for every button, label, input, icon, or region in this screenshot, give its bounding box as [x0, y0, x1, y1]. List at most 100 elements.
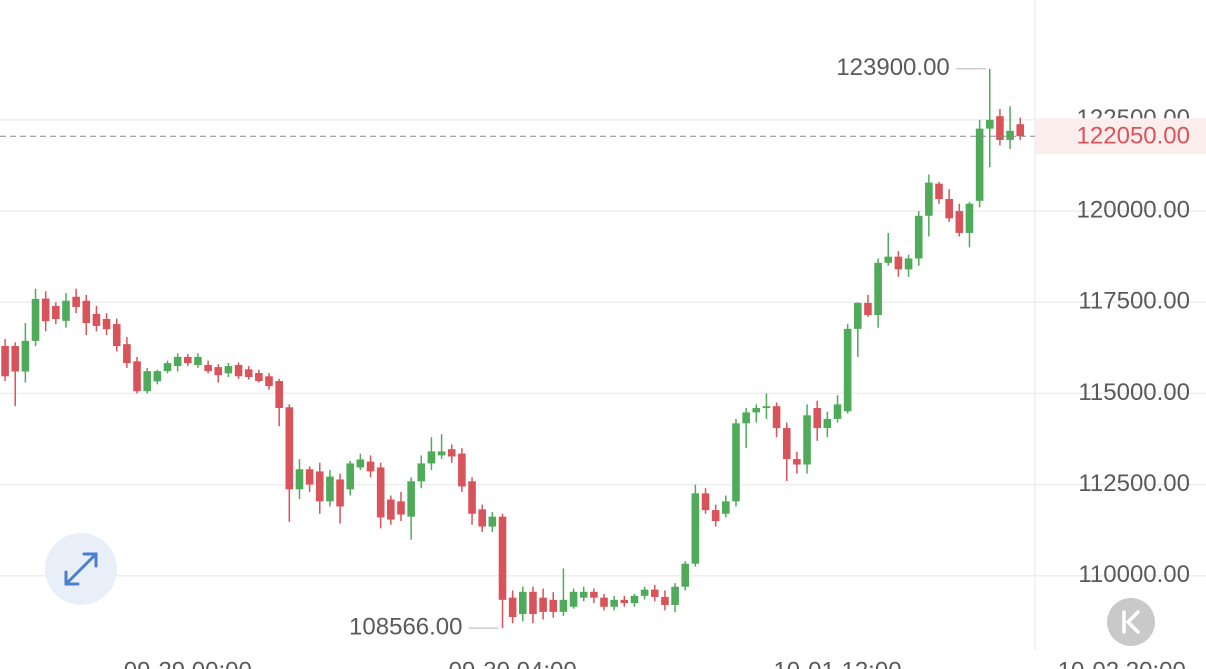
- candle-body: [762, 406, 771, 408]
- candle-body: [285, 407, 294, 490]
- candle-body: [650, 589, 659, 597]
- expand-icon[interactable]: [64, 552, 98, 586]
- candle-body: [407, 481, 415, 517]
- candle-body: [610, 599, 618, 607]
- candle-body: [366, 461, 375, 472]
- candle-body: [732, 423, 740, 502]
- candle-body: [935, 183, 943, 200]
- candle-body: [488, 516, 497, 527]
- candle-body: [102, 319, 111, 330]
- candle-body: [661, 596, 669, 605]
- candle-body: [620, 599, 629, 604]
- candle-body: [62, 300, 70, 321]
- candle-body: [52, 305, 60, 320]
- candle-body: [590, 591, 598, 598]
- candle-body: [843, 328, 852, 412]
- candle-body: [823, 418, 832, 429]
- candle-body: [985, 119, 994, 129]
- candle-body: [376, 467, 385, 518]
- candle-body: [904, 258, 913, 270]
- candle-body: [427, 451, 436, 464]
- candle-body: [1, 345, 9, 377]
- candle-body: [752, 407, 761, 413]
- candle-body: [397, 501, 405, 515]
- candle-body: [1006, 130, 1014, 140]
- candle-body: [782, 428, 791, 460]
- candle-body: [133, 361, 141, 392]
- candle-body: [559, 599, 568, 612]
- candle-body: [914, 215, 923, 259]
- candle-body: [295, 469, 304, 490]
- candle-body: [143, 371, 151, 392]
- candle-body: [681, 563, 690, 587]
- candle-body: [72, 296, 80, 307]
- candle-body: [833, 404, 842, 419]
- candle-body: [945, 199, 953, 219]
- y-tick-label: 120000.00: [1077, 196, 1190, 223]
- candle-body: [691, 493, 700, 564]
- candle-body: [600, 597, 608, 607]
- x-tick-label: 10-02 20:00: [1058, 657, 1186, 669]
- x-tick-label: 09-29 00:00: [124, 657, 252, 669]
- annotation-label: 108566.00: [349, 613, 462, 640]
- candle-body: [92, 313, 101, 326]
- candle-body: [529, 591, 537, 615]
- x-tick-label: 10-01 12:00: [773, 657, 901, 669]
- candle-body: [184, 356, 192, 364]
- candle-body: [204, 364, 212, 372]
- expand-button[interactable]: [45, 533, 117, 605]
- candle-body: [123, 344, 131, 364]
- candle-body: [772, 406, 781, 429]
- candle-body: [722, 501, 730, 514]
- candle-body: [996, 116, 1004, 140]
- candle-body: [275, 381, 283, 408]
- candle-body: [21, 340, 30, 372]
- y-tick-label: 110000.00: [1078, 561, 1190, 588]
- candle-body: [112, 324, 121, 346]
- candle-body: [975, 128, 984, 201]
- candle-body: [640, 589, 649, 596]
- candle-body: [244, 369, 253, 377]
- candle-body: [447, 449, 456, 457]
- candle-body: [468, 481, 476, 514]
- x-tick-label: 09-30 04:00: [449, 657, 577, 669]
- y-tick-label: 115000.00: [1078, 379, 1190, 406]
- candle-body: [864, 302, 872, 315]
- last-price-box: [1036, 118, 1206, 155]
- candle-body: [356, 459, 365, 468]
- candle-body: [346, 463, 355, 490]
- candle-body: [701, 493, 710, 511]
- candle-body: [31, 298, 40, 341]
- annotation-label: 123900.00: [836, 54, 949, 81]
- back-button[interactable]: [1107, 598, 1155, 646]
- candle-body: [519, 591, 527, 615]
- candle-body: [224, 366, 233, 374]
- candle-body: [884, 256, 893, 263]
- candle-body: [336, 479, 344, 507]
- candle-body: [925, 182, 933, 216]
- candle-body: [458, 453, 466, 487]
- candle-body: [579, 591, 588, 598]
- candle-body: [965, 203, 974, 233]
- candle-body: [803, 415, 811, 465]
- candle-body: [813, 407, 821, 429]
- candle-body: [793, 459, 801, 465]
- candle-body: [214, 367, 223, 376]
- candle-body: [82, 300, 91, 324]
- candle-body: [11, 345, 20, 372]
- candle-body: [742, 412, 750, 424]
- candle-body: [508, 597, 517, 617]
- candle-body: [549, 599, 558, 612]
- candle-body: [173, 356, 182, 367]
- candle-body: [417, 463, 426, 482]
- candle-body: [955, 211, 964, 233]
- candle-body: [539, 597, 547, 612]
- candle-body: [255, 372, 263, 382]
- back-icon[interactable]: [1122, 610, 1140, 634]
- candle-body: [163, 363, 172, 372]
- candle-body: [194, 356, 202, 365]
- candle-body: [315, 471, 324, 502]
- back-circle[interactable]: [1107, 598, 1155, 646]
